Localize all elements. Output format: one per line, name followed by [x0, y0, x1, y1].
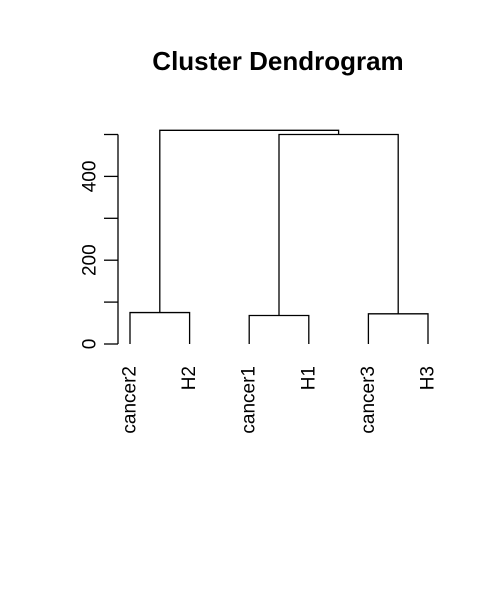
dendrogram-branch-2 — [367, 313, 429, 344]
leaf-label: cancer3 — [358, 366, 379, 434]
leaf-label: cancer2 — [120, 366, 141, 434]
y-axis: 0 200 400 — [80, 133, 119, 350]
leaf-label: H2 — [179, 366, 200, 390]
y-tick-label: 400 — [80, 161, 101, 193]
dendrogram-branch-1 — [248, 314, 310, 344]
dendrogram-branches — [129, 129, 429, 344]
leaf-label: H1 — [298, 366, 319, 390]
chart-title: Cluster Dendrogram — [152, 46, 403, 76]
y-tick-label: 0 — [80, 339, 101, 350]
dendrogram-branch-0 — [129, 311, 191, 344]
leaf-label: cancer1 — [239, 366, 260, 434]
leaf-label: H3 — [418, 366, 439, 390]
y-tick-label: 200 — [80, 244, 101, 276]
dendrogram-branch-4 — [159, 129, 340, 313]
leaf-labels: cancer2 H2 cancer1 H1 cancer3 H3 — [120, 366, 439, 434]
dendrogram-branch-3 — [278, 133, 399, 316]
